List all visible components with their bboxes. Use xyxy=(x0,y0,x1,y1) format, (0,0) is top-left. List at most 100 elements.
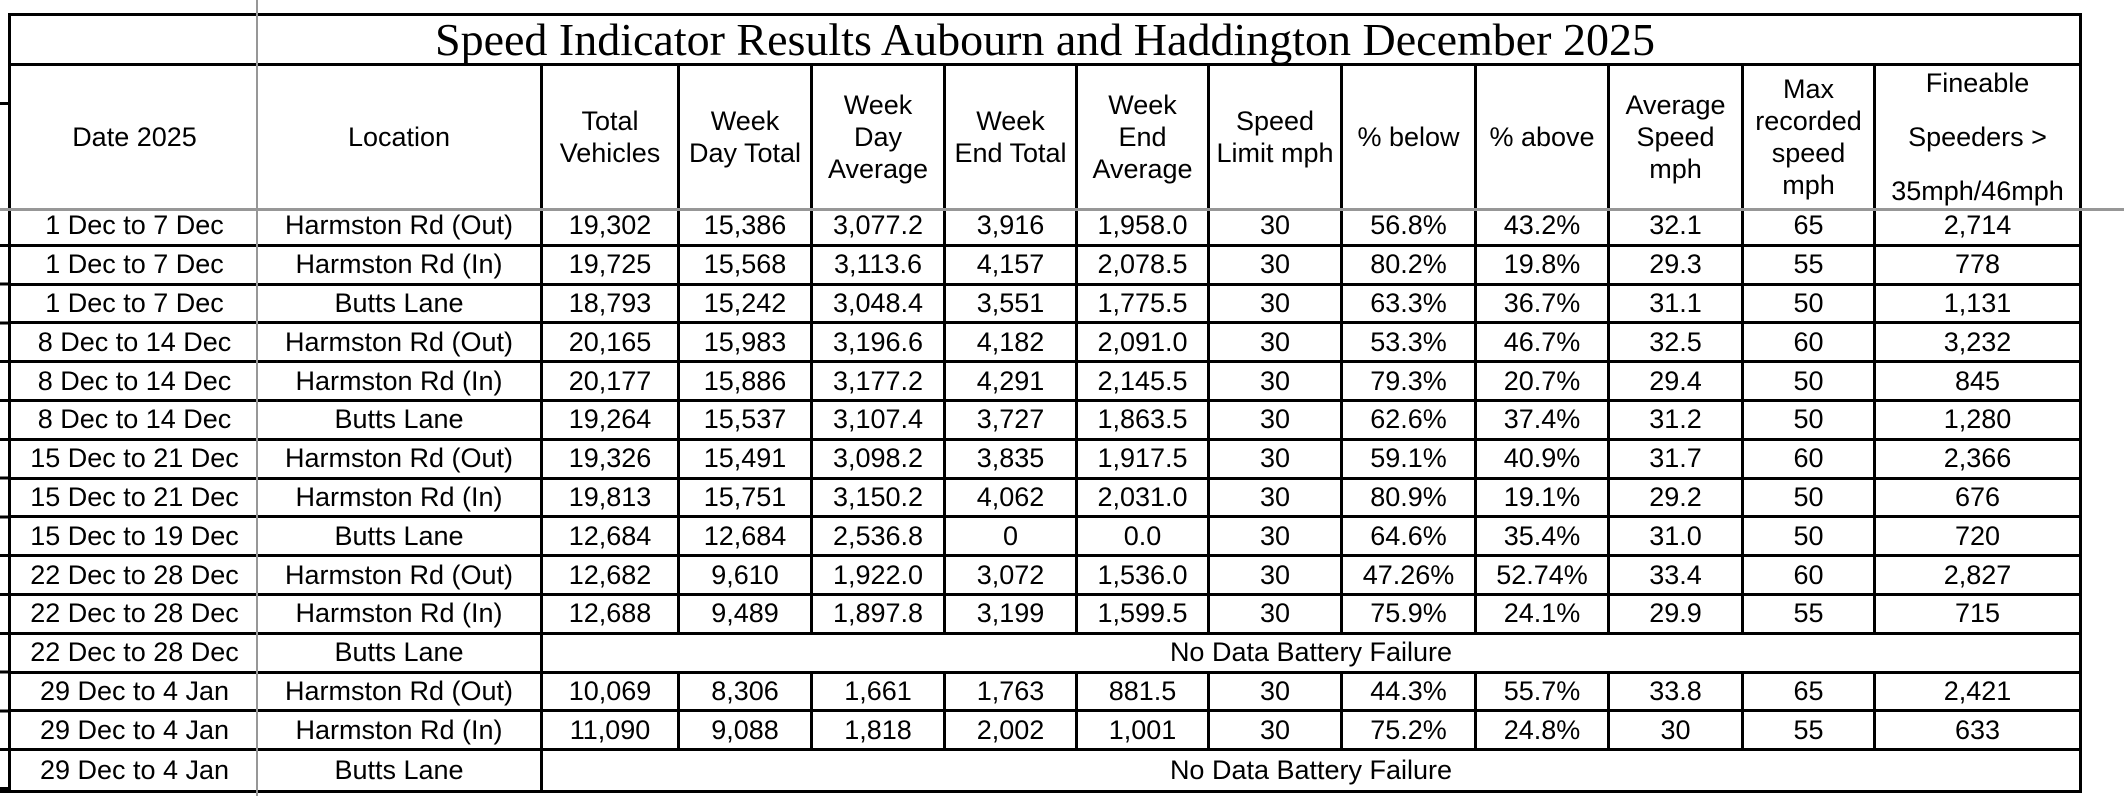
cell-week_end_average[interactable]: 1,775.5 xyxy=(1078,285,1210,325)
cell-date[interactable]: 15 Dec to 19 Dec xyxy=(11,518,258,558)
cell-pct_above[interactable]: 35.4% xyxy=(1477,518,1610,558)
cell-max_recorded_speed_mph[interactable]: 50 xyxy=(1744,285,1876,325)
cell-date[interactable]: 8 Dec to 14 Dec xyxy=(11,363,258,402)
column-header-week_end_total[interactable]: Week End Total xyxy=(946,66,1078,208)
cell-location[interactable]: Harmston Rd (In) xyxy=(258,595,543,635)
cell-pct_below[interactable]: 80.2% xyxy=(1343,246,1477,286)
cell-week_end_total[interactable]: 4,291 xyxy=(946,363,1078,402)
cell-average_speed_mph[interactable]: 32.5 xyxy=(1610,324,1744,364)
column-header-fineable_speeders[interactable]: Fineable Speeders > 35mph/46mph xyxy=(1876,66,2079,208)
cell-week_end_average[interactable]: 1,917.5 xyxy=(1078,440,1210,480)
cell-week_day_total[interactable]: 15,983 xyxy=(680,324,813,364)
cell-location[interactable]: Harmston Rd (Out) xyxy=(258,440,543,480)
cell-pct_above[interactable]: 19.8% xyxy=(1477,246,1610,286)
table-title[interactable]: Speed Indicator Results Aubourn and Hadd… xyxy=(11,16,2079,66)
cell-average_speed_mph[interactable]: 30 xyxy=(1610,712,1744,752)
column-header-speed_limit_mph[interactable]: Speed Limit mph xyxy=(1210,66,1343,208)
cell-fineable_speeders[interactable]: 720 xyxy=(1876,518,2079,558)
cell-max_recorded_speed_mph[interactable]: 50 xyxy=(1744,518,1876,558)
cell-location[interactable]: Harmston Rd (In) xyxy=(258,712,543,752)
cell-date[interactable]: 15 Dec to 21 Dec xyxy=(11,479,258,519)
cell-week_end_total[interactable]: 4,062 xyxy=(946,479,1078,519)
cell-pct_above[interactable]: 52.74% xyxy=(1477,557,1610,596)
cell-fineable_speeders[interactable]: 633 xyxy=(1876,712,2079,752)
cell-pct_above[interactable]: 40.9% xyxy=(1477,440,1610,480)
cell-week_day_total[interactable]: 9,088 xyxy=(680,712,813,752)
cell-week_end_total[interactable]: 3,835 xyxy=(946,440,1078,480)
cell-speed_limit_mph[interactable]: 30 xyxy=(1210,673,1343,713)
cell-location[interactable]: Harmston Rd (In) xyxy=(258,363,543,402)
cell-week_day_total[interactable]: 12,684 xyxy=(680,518,813,558)
cell-speed_limit_mph[interactable]: 30 xyxy=(1210,401,1343,441)
cell-total_vehicles[interactable]: 19,302 xyxy=(543,208,680,247)
cell-date[interactable]: 29 Dec to 4 Jan xyxy=(11,712,258,752)
cell-speed_limit_mph[interactable]: 30 xyxy=(1210,285,1343,325)
cell-date[interactable]: 22 Dec to 28 Dec xyxy=(11,634,258,674)
cell-total_vehicles[interactable]: 20,177 xyxy=(543,363,680,402)
cell-total_vehicles[interactable]: 19,326 xyxy=(543,440,680,480)
cell-week_end_total[interactable]: 3,916 xyxy=(946,208,1078,247)
cell-week_day_average[interactable]: 3,077.2 xyxy=(813,208,946,247)
cell-date[interactable]: 8 Dec to 14 Dec xyxy=(11,324,258,364)
cell-max_recorded_speed_mph[interactable]: 50 xyxy=(1744,479,1876,519)
cell-week_end_average[interactable]: 0.0 xyxy=(1078,518,1210,558)
cell-average_speed_mph[interactable]: 33.4 xyxy=(1610,557,1744,596)
column-header-pct_below[interactable]: % below xyxy=(1343,66,1477,208)
cell-average_speed_mph[interactable]: 31.2 xyxy=(1610,401,1744,441)
cell-week_day_total[interactable]: 15,886 xyxy=(680,363,813,402)
cell-max_recorded_speed_mph[interactable]: 50 xyxy=(1744,363,1876,402)
cell-total_vehicles[interactable]: 11,090 xyxy=(543,712,680,752)
cell-fineable_speeders[interactable]: 3,232 xyxy=(1876,324,2079,364)
cell-date[interactable]: 29 Dec to 4 Jan xyxy=(11,673,258,713)
cell-week_day_average[interactable]: 2,536.8 xyxy=(813,518,946,558)
cell-average_speed_mph[interactable]: 31.1 xyxy=(1610,285,1744,325)
cell-week_day_total[interactable]: 15,537 xyxy=(680,401,813,441)
cell-week_end_total[interactable]: 0 xyxy=(946,518,1078,558)
cell-max_recorded_speed_mph[interactable]: 60 xyxy=(1744,440,1876,480)
cell-fineable_speeders[interactable]: 845 xyxy=(1876,363,2079,402)
cell-max_recorded_speed_mph[interactable]: 55 xyxy=(1744,712,1876,752)
cell-week_end_average[interactable]: 2,091.0 xyxy=(1078,324,1210,364)
cell-no-data-note[interactable]: No Data Battery Failure xyxy=(543,634,2079,674)
cell-average_speed_mph[interactable]: 29.3 xyxy=(1610,246,1744,286)
column-header-week_day_total[interactable]: Week Day Total xyxy=(680,66,813,208)
cell-total_vehicles[interactable]: 20,165 xyxy=(543,324,680,364)
cell-location[interactable]: Butts Lane xyxy=(258,401,543,441)
cell-average_speed_mph[interactable]: 31.7 xyxy=(1610,440,1744,480)
cell-week_day_average[interactable]: 3,196.6 xyxy=(813,324,946,364)
cell-week_day_total[interactable]: 15,491 xyxy=(680,440,813,480)
column-header-date[interactable]: Date 2025 xyxy=(11,66,258,208)
column-header-week_day_average[interactable]: Week Day Average xyxy=(813,66,946,208)
cell-speed_limit_mph[interactable]: 30 xyxy=(1210,246,1343,286)
cell-average_speed_mph[interactable]: 33.8 xyxy=(1610,673,1744,713)
cell-pct_below[interactable]: 75.9% xyxy=(1343,595,1477,635)
cell-max_recorded_speed_mph[interactable]: 65 xyxy=(1744,673,1876,713)
cell-location[interactable]: Harmston Rd (Out) xyxy=(258,324,543,364)
cell-week_end_total[interactable]: 3,551 xyxy=(946,285,1078,325)
cell-week_end_average[interactable]: 881.5 xyxy=(1078,673,1210,713)
cell-total_vehicles[interactable]: 19,813 xyxy=(543,479,680,519)
cell-date[interactable]: 15 Dec to 21 Dec xyxy=(11,440,258,480)
cell-speed_limit_mph[interactable]: 30 xyxy=(1210,595,1343,635)
cell-week_day_total[interactable]: 15,751 xyxy=(680,479,813,519)
cell-week_end_total[interactable]: 3,727 xyxy=(946,401,1078,441)
cell-pct_below[interactable]: 47.26% xyxy=(1343,557,1477,596)
cell-total_vehicles[interactable]: 18,793 xyxy=(543,285,680,325)
cell-speed_limit_mph[interactable]: 30 xyxy=(1210,518,1343,558)
cell-week_day_average[interactable]: 3,048.4 xyxy=(813,285,946,325)
cell-pct_below[interactable]: 79.3% xyxy=(1343,363,1477,402)
cell-fineable_speeders[interactable]: 2,827 xyxy=(1876,557,2079,596)
cell-week_day_average[interactable]: 1,661 xyxy=(813,673,946,713)
cell-location[interactable]: Harmston Rd (Out) xyxy=(258,557,543,596)
cell-fineable_speeders[interactable]: 1,280 xyxy=(1876,401,2079,441)
cell-week_end_average[interactable]: 2,145.5 xyxy=(1078,363,1210,402)
cell-fineable_speeders[interactable]: 715 xyxy=(1876,595,2079,635)
cell-total_vehicles[interactable]: 12,688 xyxy=(543,595,680,635)
cell-pct_below[interactable]: 80.9% xyxy=(1343,479,1477,519)
cell-week_end_average[interactable]: 2,078.5 xyxy=(1078,246,1210,286)
column-header-total_vehicles[interactable]: Total Vehicles xyxy=(543,66,680,208)
cell-location[interactable]: Butts Lane xyxy=(258,634,543,674)
cell-average_speed_mph[interactable]: 29.9 xyxy=(1610,595,1744,635)
cell-location[interactable]: Harmston Rd (In) xyxy=(258,246,543,286)
cell-week_day_total[interactable]: 15,386 xyxy=(680,208,813,247)
